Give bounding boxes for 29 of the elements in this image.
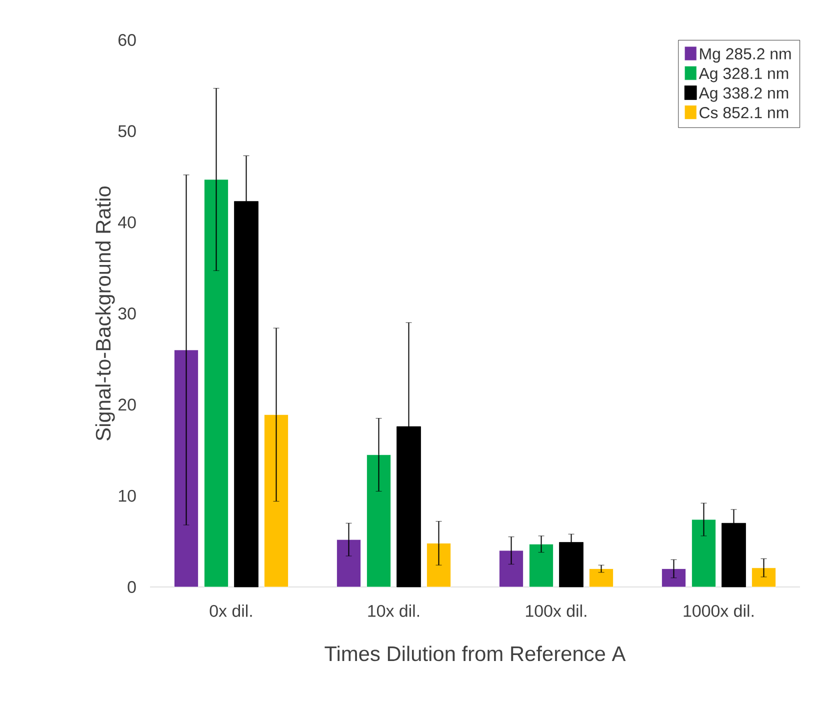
y-axis-title: Signal-to-Background Ratio [95,186,115,440]
y-tick-label: 40 [118,216,136,228]
x-axis-title: Times Dilution from Reference A [324,646,626,662]
y-tick-label: 60 [118,34,136,46]
x-tick-label: 0x dil. [210,604,252,617]
x-tick-label: 1000x dil. [684,604,754,617]
legend-label: Ag 328.1 nm [698,68,788,82]
bar [589,568,614,588]
bar [499,550,524,588]
y-tick-label: 20 [118,398,136,411]
legend-label: Mg 285.2 nm [700,48,791,63]
y-tick-label: 10 [118,490,136,502]
bar [264,414,288,588]
y-tick-label: 0 [128,580,136,593]
bar [366,454,391,588]
bar [529,544,554,588]
x-tick-label: 10x dil. [368,604,420,617]
bar [204,179,228,588]
y-tick-label: 30 [118,307,136,320]
bar [336,539,361,588]
bar [752,568,776,588]
bar [662,568,686,588]
legend-label: Ag 338.2 nm [698,87,788,102]
bar [692,519,716,588]
x-tick-label: 100x dil. [526,604,586,617]
bar [722,522,746,588]
bar [426,543,451,588]
y-tick-label: 50 [118,125,136,138]
legend-label: Cs 852.1 nm [700,107,788,118]
